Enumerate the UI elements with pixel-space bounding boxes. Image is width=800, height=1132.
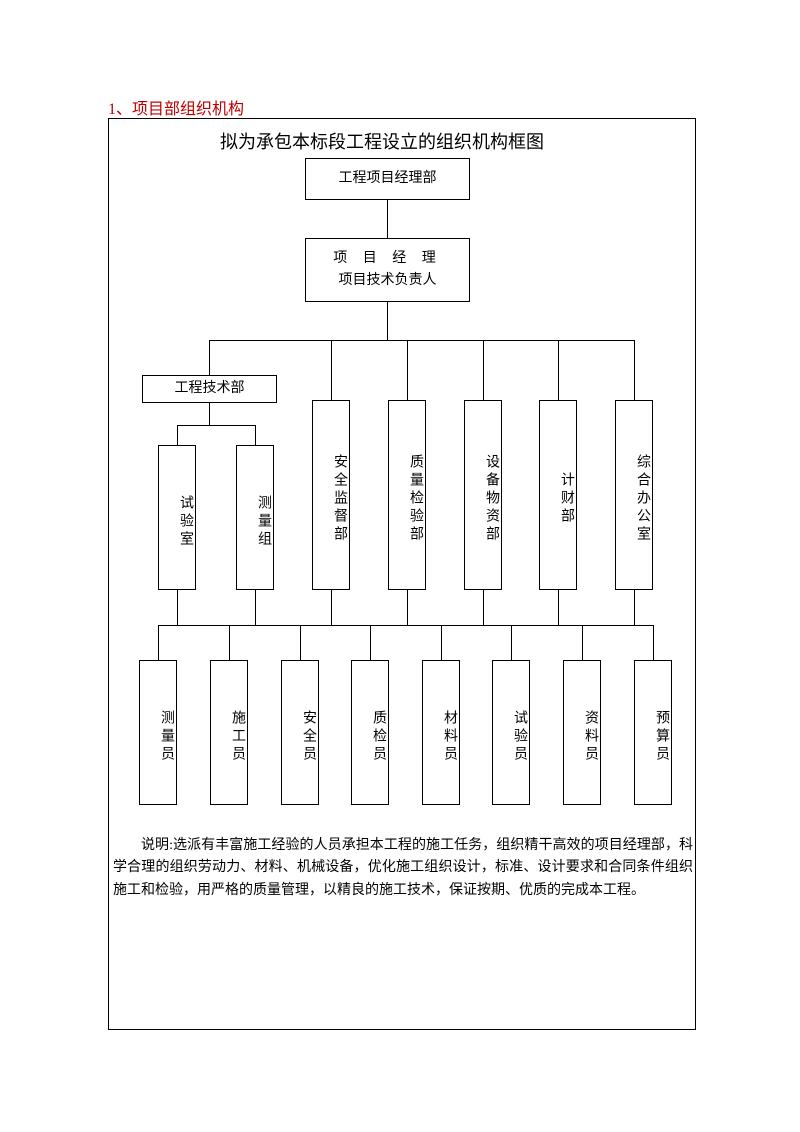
- connector-line: [441, 625, 442, 660]
- dept-box: 计财部: [539, 400, 577, 590]
- dept-box: 综合办公室: [615, 400, 653, 590]
- connector-line: [209, 340, 634, 341]
- connector-line: [209, 340, 210, 375]
- role-box: 资料员: [563, 660, 601, 805]
- connector-line: [511, 625, 512, 660]
- connector-line: [229, 625, 230, 660]
- explanation: 说明:选派有丰富施工经验的人员承担本工程的施工任务，组织精干高效的项目经理部，科…: [113, 835, 693, 902]
- connector-line: [331, 590, 332, 625]
- role-box: 试验员: [492, 660, 530, 805]
- explanation-text: 选派有丰富施工经验的人员承担本工程的施工任务，组织精干高效的项目经理部，科学合理…: [113, 838, 693, 898]
- connector-line: [255, 590, 256, 625]
- node-tech-label: 工程技术部: [175, 378, 245, 400]
- role-box: 材料员: [422, 660, 460, 805]
- connector-line: [158, 625, 159, 660]
- role-box: 安全员: [281, 660, 319, 805]
- connector-line: [483, 590, 484, 625]
- page-heading: 1、项目部组织机构: [108, 95, 244, 119]
- connector-line: [407, 340, 408, 400]
- explanation-label: 说明:: [141, 838, 173, 853]
- dept-sub-box: 测量组: [236, 445, 274, 590]
- node-top-label: 工程项目经理部: [339, 168, 437, 190]
- node-top: 工程项目经理部: [305, 158, 470, 200]
- connector-line: [653, 625, 654, 660]
- connector-line: [582, 625, 583, 660]
- node-tech: 工程技术部: [142, 375, 277, 403]
- connector-line: [370, 625, 371, 660]
- dept-box: 设备物资部: [464, 400, 502, 590]
- connector-line: [558, 590, 559, 625]
- dept-sub-box: 试验室: [158, 445, 196, 590]
- connector-line: [209, 403, 210, 425]
- connector-line: [331, 340, 332, 400]
- connector-line: [387, 302, 388, 340]
- role-box: 测量员: [139, 660, 177, 805]
- node-mid: 项 目 经 理 项目技术负责人: [305, 238, 470, 302]
- role-box: 质检员: [351, 660, 389, 805]
- node-mid-line2: 项目技术负责人: [339, 270, 437, 292]
- connector-line: [255, 425, 256, 445]
- connector-line: [483, 340, 484, 400]
- connector-line: [177, 425, 178, 445]
- dept-box: 质量检验部: [388, 400, 426, 590]
- connector-line: [407, 590, 408, 625]
- chart-title: 拟为承包本标段工程设立的组织机构框图: [220, 128, 544, 154]
- connector-line: [300, 625, 301, 660]
- connector-line: [558, 340, 559, 400]
- node-mid-line1: 项 目 经 理: [333, 248, 442, 270]
- connector-line: [177, 425, 255, 426]
- connector-line: [634, 590, 635, 625]
- connector-line: [158, 625, 653, 626]
- connector-line: [387, 200, 388, 238]
- role-box: 预算员: [634, 660, 672, 805]
- dept-box: 安全监督部: [312, 400, 350, 590]
- role-box: 施工员: [210, 660, 248, 805]
- connector-line: [177, 590, 178, 625]
- connector-line: [634, 340, 635, 400]
